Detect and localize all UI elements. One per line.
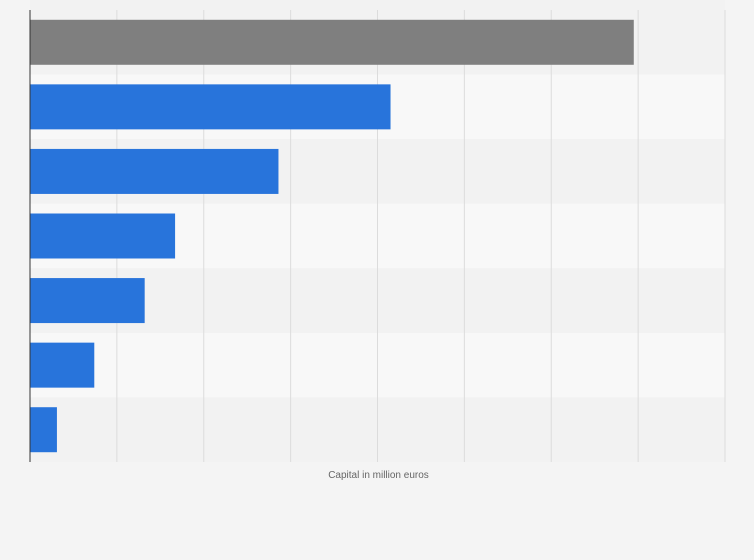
x-axis-label: Capital in million euros (328, 470, 429, 481)
bar[interactable] (30, 342, 95, 388)
bar[interactable] (30, 84, 391, 130)
bar[interactable] (30, 213, 176, 259)
bar[interactable] (30, 278, 145, 324)
bars (30, 19, 634, 453)
bar[interactable] (30, 407, 57, 453)
bar[interactable] (30, 148, 279, 194)
bar[interactable] (30, 19, 634, 65)
